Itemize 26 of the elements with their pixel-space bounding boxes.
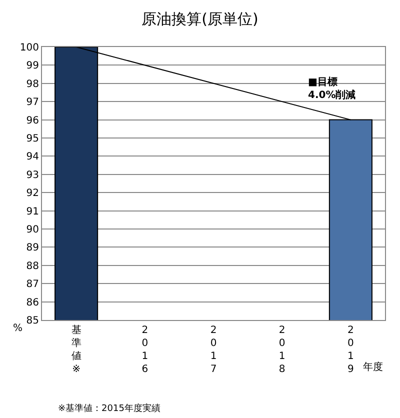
y-tick-label: 89 — [26, 242, 39, 254]
y-tick-label: 94 — [26, 152, 39, 163]
y-axis-title: % — [13, 323, 23, 334]
y-tick-label: 93 — [26, 170, 39, 181]
text: ※基準値：2015年度実績 — [58, 403, 160, 414]
x-tick-label: 2017 — [210, 325, 217, 375]
y-tick-label: 90 — [26, 224, 39, 236]
y-tick-label: 99 — [26, 60, 39, 72]
x-tick-label: 2018 — [278, 325, 286, 375]
x-tick-label: 基準値※ — [71, 324, 82, 375]
y-tick-label: 92 — [26, 188, 39, 200]
y-tick-label: 100 — [20, 42, 39, 54]
y-tick-label: 95 — [26, 134, 39, 144]
y-tick-label: 98 — [26, 78, 39, 90]
y-tick-label: 88 — [26, 260, 39, 272]
chart-title: 原油換算(原単位) — [142, 10, 258, 28]
x-axis-title: 年度 — [363, 361, 383, 373]
y-tick-label: 91 — [26, 206, 39, 218]
x-tick-label: 2016 — [142, 325, 148, 375]
y-tick-label: 87 — [26, 279, 39, 290]
y-tick-label: 86 — [26, 297, 39, 308]
y-tick-label: 85 — [26, 316, 39, 326]
y-tick-label: 96 — [26, 115, 39, 126]
x-tick-label: 2019 — [348, 325, 354, 375]
annotation: ■目標 4.0%削減 — [308, 76, 356, 101]
y-tick-label: 97 — [26, 97, 39, 108]
